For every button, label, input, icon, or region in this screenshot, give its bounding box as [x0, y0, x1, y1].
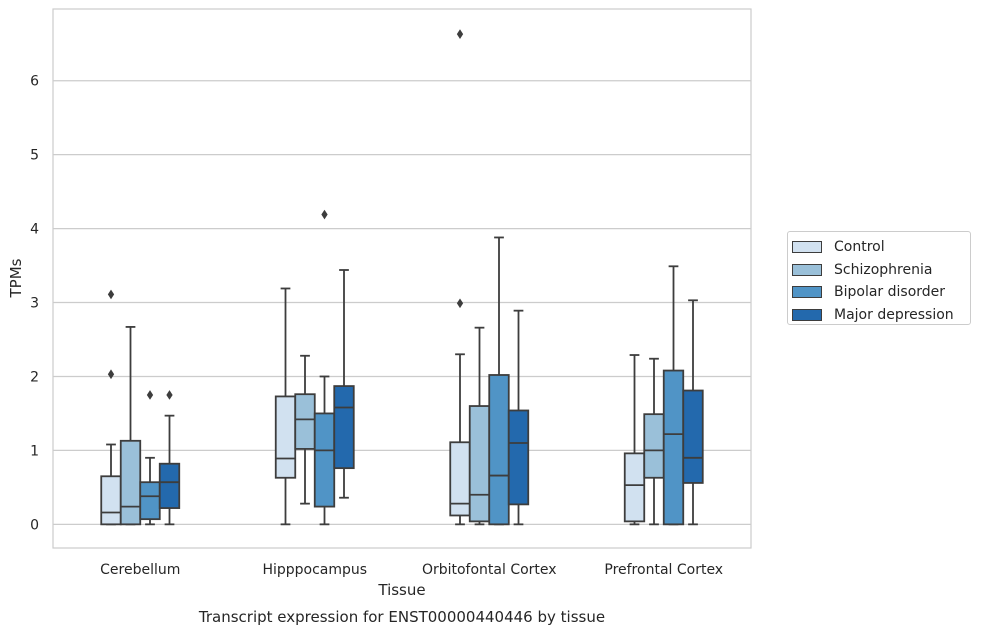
- box-iqr: [507, 409, 530, 506]
- box-3-2: [662, 265, 685, 526]
- box-3-0: [623, 354, 646, 526]
- outlier-point: [456, 298, 464, 309]
- y-tick-label: 4: [30, 222, 39, 238]
- box-1-3: [333, 269, 355, 499]
- box-3-3: [682, 299, 704, 526]
- legend-swatch: [792, 263, 822, 276]
- y-axis-label: TPMs: [7, 258, 25, 298]
- legend-label: Schizophrenia: [834, 261, 933, 278]
- outlier-point: [107, 289, 115, 300]
- legend-swatch: [792, 308, 822, 321]
- chart-title: Transcript expression for ENST0000044044…: [198, 608, 605, 626]
- y-tick-label: 6: [30, 74, 39, 90]
- y-tick-label: 0: [30, 517, 39, 533]
- legend-item: Bipolar disorder: [792, 281, 970, 304]
- box-1-0: [274, 287, 297, 526]
- y-tick-labels: 0 1 2 3 4 5 6: [30, 74, 39, 534]
- box-iqr: [313, 412, 336, 508]
- box-iqr: [158, 462, 181, 509]
- legend-item: Major depression: [792, 304, 970, 327]
- outlier-point: [321, 209, 328, 220]
- box-iqr: [274, 395, 297, 479]
- outlier-point: [146, 390, 154, 400]
- legend-item: Control: [792, 236, 970, 259]
- box-iqr: [333, 385, 355, 470]
- box-1-1: [294, 354, 316, 505]
- box-iqr: [682, 389, 704, 484]
- box-iqr: [100, 475, 122, 526]
- outlier-point: [107, 369, 115, 380]
- box-iqr: [643, 413, 665, 479]
- y-tick-label: 3: [30, 296, 39, 312]
- box-3-1: [643, 357, 665, 526]
- x-tick-label: Orbitofontal Cortex: [422, 562, 557, 578]
- x-tick-label: Prefrontal Cortex: [604, 562, 723, 578]
- box-iqr: [488, 374, 510, 526]
- box-iqr: [119, 439, 142, 526]
- box-0-2: [139, 390, 161, 526]
- box-iqr: [294, 393, 316, 450]
- legend: Control Schizophrenia Bipolar disorder Majo…: [787, 231, 971, 325]
- y-tick-label: 5: [30, 148, 39, 164]
- x-tick-label: Hipppocampus: [262, 562, 367, 578]
- boxes: [100, 29, 704, 526]
- legend-swatch: [792, 286, 822, 299]
- legend-item: Schizophrenia: [792, 259, 970, 282]
- legend-label: Control: [834, 239, 885, 256]
- outlier-point: [456, 29, 464, 39]
- box-2-3: [507, 309, 530, 526]
- y-tick-label: 2: [30, 369, 39, 385]
- outlier-point: [166, 390, 173, 400]
- legend-label: Major depression: [834, 306, 954, 323]
- box-0-3: [158, 390, 181, 526]
- x-axis-label: Tissue: [377, 581, 425, 599]
- y-tick-label: 1: [30, 443, 39, 459]
- box-iqr: [662, 369, 685, 526]
- legend-swatch: [792, 241, 822, 254]
- box-iqr: [623, 452, 646, 523]
- box-iqr: [468, 405, 491, 523]
- x-tick-label: Cerebellum: [100, 562, 180, 578]
- x-tick-labels: Cerebellum Hipppocampus Orbitofontal Corte…: [100, 562, 723, 578]
- box-0-0: [100, 289, 122, 526]
- legend-label: Bipolar disorder: [834, 284, 946, 301]
- box-iqr: [139, 481, 161, 521]
